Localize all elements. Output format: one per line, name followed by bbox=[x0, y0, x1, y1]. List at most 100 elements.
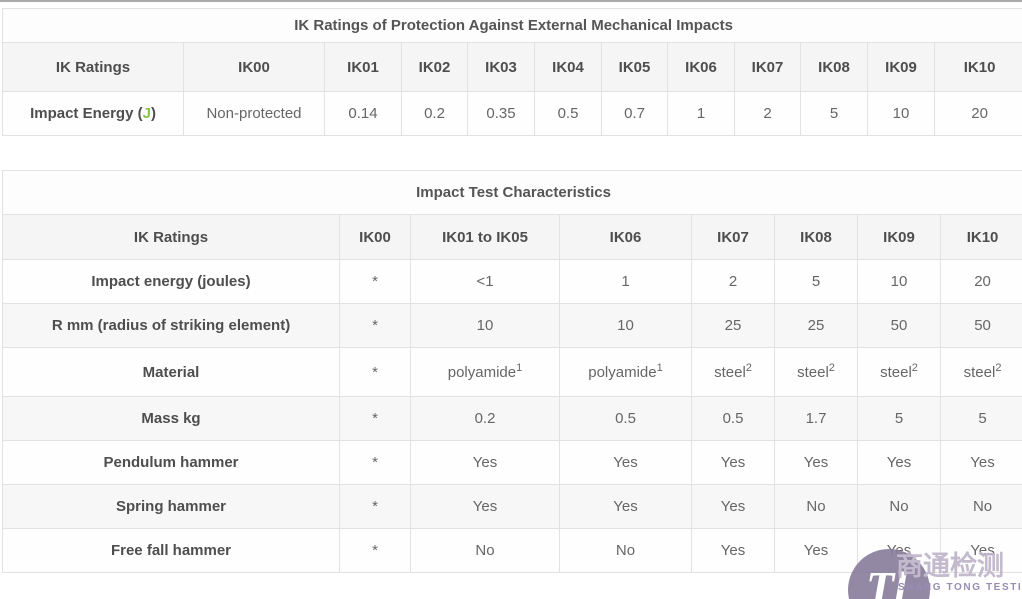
column-header: IK01 to IK05 bbox=[410, 214, 560, 260]
row-label: Material bbox=[2, 347, 340, 397]
value-cell: 20 bbox=[939, 259, 1022, 304]
value-cell: Yes bbox=[559, 440, 692, 485]
value-cell: * bbox=[339, 440, 411, 485]
value-cell: * bbox=[339, 259, 411, 304]
value-cell: 20 bbox=[933, 91, 1022, 136]
superscript-note: 2 bbox=[745, 361, 752, 374]
row-label: Pendulum hammer bbox=[2, 440, 340, 485]
value-cell: 1 bbox=[559, 259, 692, 304]
table-row: Free fall hammer * No No Yes Yes Yes Yes bbox=[2, 528, 1022, 573]
value-cell: Yes bbox=[559, 484, 692, 529]
column-header: IK03 bbox=[467, 42, 535, 92]
value-cell: Yes bbox=[857, 440, 941, 485]
value-cell: 0.2 bbox=[410, 396, 560, 441]
value-cell: Yes bbox=[774, 440, 858, 485]
column-header: IK07 bbox=[691, 214, 775, 260]
table-row: Impact Energy (J) Non-protected 0.14 0.2 0.3… bbox=[2, 91, 1022, 136]
value-cell: 0.5 bbox=[691, 396, 775, 441]
superscript-note: 1 bbox=[656, 361, 663, 374]
superscript-note: 2 bbox=[828, 361, 835, 374]
value-cell: 25 bbox=[691, 303, 775, 348]
table1-title: IK Ratings of Protection Against Externa… bbox=[1, 8, 1022, 43]
value-cell: Yes bbox=[774, 528, 858, 573]
value-cell: 2 bbox=[734, 91, 801, 136]
value-cell: 10 bbox=[857, 259, 941, 304]
column-header: IK10 bbox=[933, 42, 1022, 92]
table-row: R mm (radius of striking element) * 10 10 25… bbox=[2, 303, 1022, 348]
value-cell: 0.14 bbox=[324, 91, 402, 136]
superscript-note: 2 bbox=[911, 361, 918, 374]
column-header: IK05 bbox=[601, 42, 668, 92]
value-cell: <1 bbox=[410, 259, 560, 304]
value-cell: 50 bbox=[857, 303, 941, 348]
column-header: IK04 bbox=[534, 42, 602, 92]
value-cell: No bbox=[410, 528, 560, 573]
value-cell: 10 bbox=[410, 303, 560, 348]
value-cell: steel2 bbox=[939, 347, 1022, 397]
value-cell: Yes bbox=[939, 440, 1022, 485]
value-cell: 5 bbox=[939, 396, 1022, 441]
value-cell: steel2 bbox=[857, 347, 941, 397]
value-cell: Yes bbox=[857, 528, 941, 573]
value-cell: Yes bbox=[691, 484, 775, 529]
column-header: IK Ratings bbox=[2, 42, 184, 92]
column-header: IK10 bbox=[939, 214, 1022, 260]
value-cell: Yes bbox=[410, 484, 560, 529]
row-label: Spring hammer bbox=[2, 484, 340, 529]
column-header: IK09 bbox=[867, 42, 935, 92]
table2-title: Impact Test Characteristics bbox=[1, 170, 1022, 215]
value-cell: steel2 bbox=[691, 347, 775, 397]
row-label: Mass kg bbox=[2, 396, 340, 441]
value-cell: 0.2 bbox=[401, 91, 468, 136]
value-cell: 0.5 bbox=[559, 396, 692, 441]
column-header: IK08 bbox=[774, 214, 858, 260]
value-cell: 5 bbox=[800, 91, 868, 136]
value-cell: 10 bbox=[867, 91, 935, 136]
column-header: IK06 bbox=[667, 42, 735, 92]
value-cell: 0.7 bbox=[601, 91, 668, 136]
value-cell: steel2 bbox=[774, 347, 858, 397]
value-cell: Yes bbox=[691, 440, 775, 485]
value-cell: No bbox=[774, 484, 858, 529]
table-row: Spring hammer * Yes Yes Yes No No No bbox=[2, 484, 1022, 529]
joule-unit-accent: J bbox=[142, 105, 151, 122]
watermark-en-text: SHANG TONG TESTING bbox=[898, 582, 1022, 593]
column-header: IK00 bbox=[339, 214, 411, 260]
table-row: Material * polyamide1 polyamide1 steel2 steel… bbox=[2, 347, 1022, 397]
table-row: Mass kg * 0.2 0.5 0.5 1.7 5 5 bbox=[2, 396, 1022, 441]
value-cell: * bbox=[339, 528, 411, 573]
row-label: R mm (radius of striking element) bbox=[2, 303, 340, 348]
value-cell: 25 bbox=[774, 303, 858, 348]
value-cell: No bbox=[939, 484, 1022, 529]
column-header: IK08 bbox=[800, 42, 868, 92]
value-cell: 2 bbox=[691, 259, 775, 304]
impact-test-table: Impact Test Characteristics IK Ratings IK… bbox=[1, 170, 1022, 573]
table2-title-row: Impact Test Characteristics bbox=[1, 170, 1022, 215]
value-cell: 1.7 bbox=[774, 396, 858, 441]
value-cell: 10 bbox=[559, 303, 692, 348]
value-cell: * bbox=[339, 396, 411, 441]
table2-body: Impact energy (joules) * <1 1 2 5 10 20 R mm (ra… bbox=[2, 259, 1022, 573]
value-cell: 5 bbox=[857, 396, 941, 441]
table1-body: Impact Energy (J) Non-protected 0.14 0.2 0.3… bbox=[2, 91, 1022, 136]
value-cell: Yes bbox=[939, 528, 1022, 573]
content-area: IK Ratings of Protection Against Externa… bbox=[1, 8, 1022, 573]
value-cell: 0.35 bbox=[467, 91, 535, 136]
column-header: IK09 bbox=[857, 214, 941, 260]
value-cell: No bbox=[857, 484, 941, 529]
value-cell: Yes bbox=[691, 528, 775, 573]
column-header: IK Ratings bbox=[2, 214, 340, 260]
value-cell: * bbox=[339, 347, 411, 397]
row-label: Free fall hammer bbox=[2, 528, 340, 573]
value-cell: 5 bbox=[774, 259, 858, 304]
column-header: IK07 bbox=[734, 42, 801, 92]
superscript-note: 1 bbox=[516, 361, 523, 374]
value-cell: 1 bbox=[667, 91, 735, 136]
value-cell: No bbox=[559, 528, 692, 573]
page-top-divider bbox=[0, 0, 1022, 2]
value-cell: * bbox=[339, 303, 411, 348]
table2-header-row: IK Ratings IK00 IK01 to IK05 IK06 IK07 IK08 IK… bbox=[2, 214, 1022, 260]
value-cell: polyamide1 bbox=[559, 347, 692, 397]
value-cell: polyamide1 bbox=[410, 347, 560, 397]
column-header: IK00 bbox=[183, 42, 325, 92]
